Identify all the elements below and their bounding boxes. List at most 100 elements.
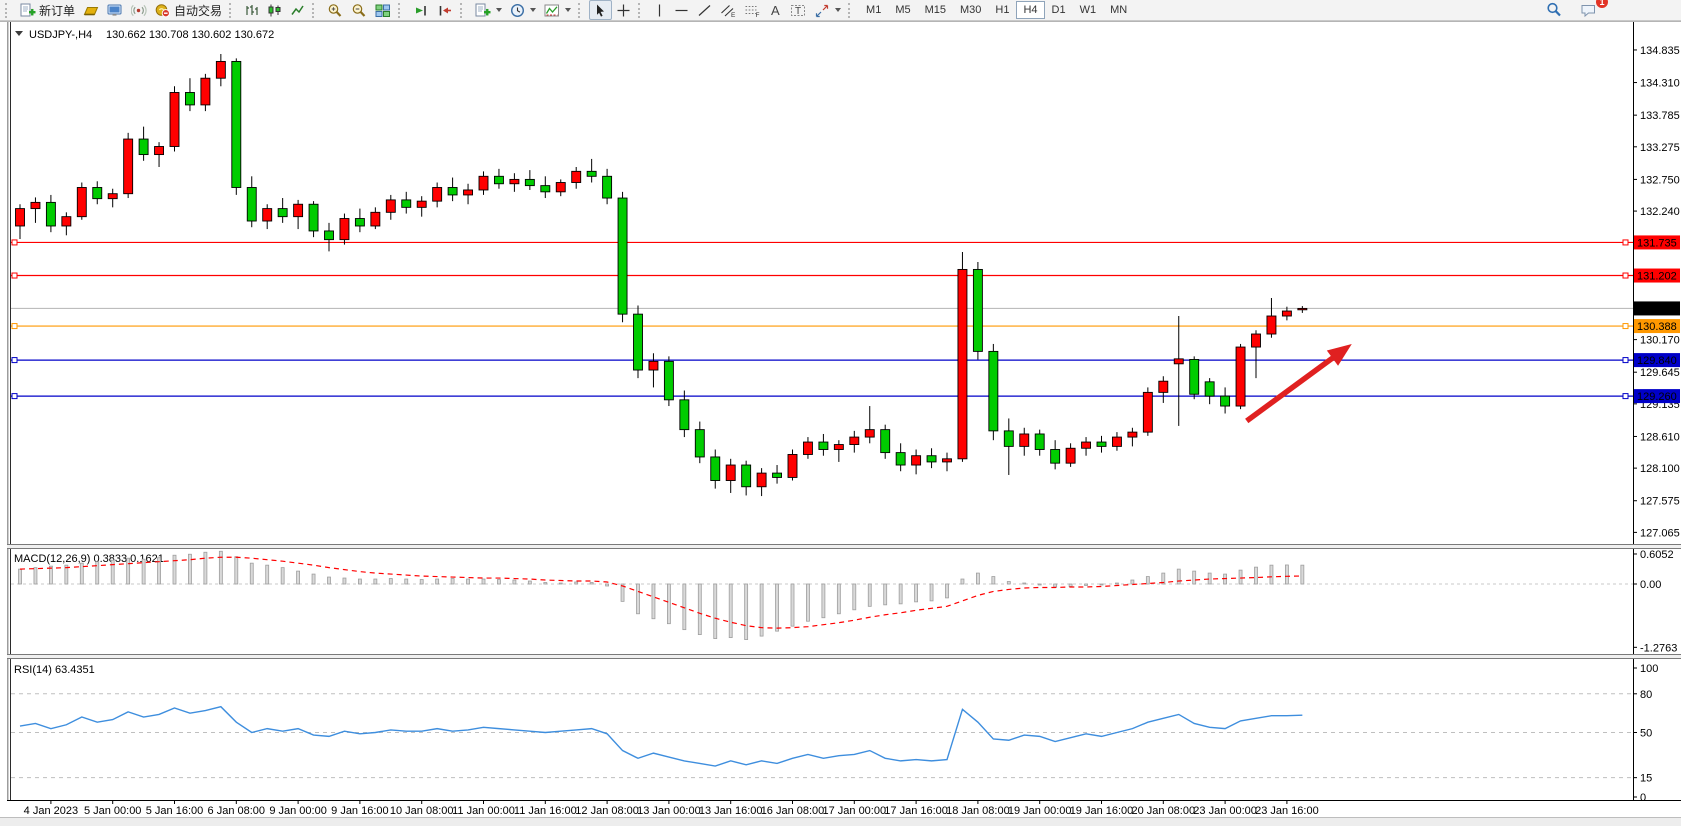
search-button[interactable] bbox=[1542, 0, 1566, 20]
text-tool-button[interactable]: A bbox=[764, 0, 786, 20]
collapse-chart-icon[interactable] bbox=[15, 31, 23, 36]
macd-tick-label: 0.6052 bbox=[1640, 549, 1674, 561]
timeframe-h1-button[interactable]: H1 bbox=[995, 4, 1010, 16]
time-tick-label: 17 Jan 00:00 bbox=[822, 805, 886, 817]
horizontal-line-tool-button[interactable] bbox=[670, 0, 693, 20]
auto-scroll-icon bbox=[416, 5, 426, 15]
line-handle[interactable] bbox=[11, 357, 18, 364]
price-tick-label: 127.065 bbox=[1640, 527, 1680, 539]
new-order-icon bbox=[20, 3, 36, 16]
crosshair-tool-button[interactable] bbox=[612, 0, 635, 20]
text-label-icon: T bbox=[791, 4, 806, 17]
time-tick-label: 6 Jan 08:00 bbox=[208, 805, 266, 817]
cursor-tool-button[interactable] bbox=[589, 0, 613, 20]
price-tick-label: 128.610 bbox=[1640, 431, 1680, 443]
trend-arrow-head[interactable] bbox=[1326, 343, 1352, 366]
candle bbox=[1173, 358, 1184, 365]
terminal-button[interactable] bbox=[103, 0, 127, 20]
chart-bars-button[interactable] bbox=[240, 0, 263, 20]
panel-splitter[interactable] bbox=[7, 655, 1681, 658]
toolbar-grip[interactable] bbox=[312, 2, 320, 18]
timeframe-m15-button[interactable]: M15 bbox=[924, 4, 946, 16]
line-handle[interactable] bbox=[1622, 272, 1629, 279]
macd-histogram-bar bbox=[188, 553, 192, 585]
toolbar-grip[interactable] bbox=[638, 2, 646, 18]
trendline-tool-button[interactable] bbox=[693, 0, 716, 20]
candle bbox=[1096, 441, 1107, 447]
candle bbox=[663, 360, 674, 401]
toolbar-grip[interactable] bbox=[578, 2, 586, 18]
toolbar-grip[interactable] bbox=[229, 2, 237, 18]
macd-histogram-bar bbox=[126, 557, 131, 585]
auto-scroll-button[interactable] bbox=[409, 0, 433, 20]
chart-candles-button[interactable] bbox=[263, 0, 286, 20]
macd-histogram-bar bbox=[466, 578, 470, 585]
chat-icon bbox=[1581, 4, 1595, 17]
line-handle[interactable] bbox=[11, 393, 18, 400]
vertical-line-tool-button[interactable] bbox=[649, 0, 670, 20]
line-handle[interactable] bbox=[1622, 357, 1629, 364]
line-handle[interactable] bbox=[1622, 239, 1629, 246]
macd-histogram-bar bbox=[821, 583, 826, 619]
arrows-tool-button[interactable] bbox=[810, 0, 845, 20]
timeframe-w1-button[interactable]: W1 bbox=[1079, 4, 1097, 16]
candle bbox=[1281, 310, 1292, 317]
status-strip bbox=[0, 818, 1681, 826]
signals-button[interactable] bbox=[127, 0, 151, 20]
line-handle[interactable] bbox=[11, 239, 18, 246]
candle bbox=[1251, 333, 1261, 348]
time-tick-label: 18 Jan 08:00 bbox=[946, 805, 1010, 817]
time-tick-label: 12 Jan 08:00 bbox=[575, 805, 639, 817]
macd-histogram-bar bbox=[373, 578, 378, 585]
toolbar-grip[interactable] bbox=[398, 2, 406, 18]
timeframe-m1-button[interactable]: M1 bbox=[866, 4, 882, 16]
line-handle[interactable] bbox=[1622, 393, 1629, 400]
timeframe-d1-button[interactable]: D1 bbox=[1051, 4, 1066, 16]
notifications-button[interactable]: 1 bbox=[1576, 0, 1608, 20]
auto-trading-icon bbox=[155, 3, 170, 17]
macd-histogram-bar bbox=[33, 567, 38, 585]
zoom-in-button[interactable] bbox=[323, 0, 347, 20]
auto-trading-button[interactable]: 自动交易 bbox=[151, 0, 226, 20]
candle bbox=[324, 230, 334, 241]
line-handle[interactable] bbox=[11, 272, 18, 279]
new-order-button[interactable]: 新订单 bbox=[16, 0, 79, 20]
macd-histogram-bar bbox=[898, 583, 903, 605]
timeframe-mn-button[interactable]: MN bbox=[1110, 4, 1128, 16]
line-handle[interactable] bbox=[1622, 323, 1629, 330]
toolbar-grip[interactable] bbox=[460, 2, 468, 18]
candle bbox=[463, 189, 473, 196]
tile-windows-button[interactable] bbox=[371, 0, 395, 20]
chevron-down-icon bbox=[496, 8, 503, 12]
timeframe-m5-button[interactable]: M5 bbox=[895, 4, 911, 16]
line-handle[interactable] bbox=[11, 323, 18, 330]
trend-arrow-shaft[interactable] bbox=[1245, 354, 1336, 424]
macd-histogram-bar bbox=[1068, 583, 1073, 587]
new-chart-icon bbox=[475, 3, 491, 16]
candle bbox=[1158, 380, 1169, 393]
candle bbox=[1220, 395, 1231, 407]
toolbar-grip[interactable] bbox=[848, 2, 856, 18]
fibonacci-tool-button[interactable]: F bbox=[740, 0, 764, 20]
timeframe-m30-button[interactable]: M30 bbox=[960, 4, 982, 16]
candle bbox=[293, 203, 304, 218]
chart-shift-button[interactable] bbox=[433, 0, 457, 20]
toolbar-grip[interactable] bbox=[5, 2, 13, 18]
panel-splitter[interactable] bbox=[7, 545, 1681, 548]
macd-histogram-bar bbox=[388, 578, 393, 585]
macd-histogram-bar bbox=[419, 579, 424, 585]
channel-tool-button[interactable]: E bbox=[716, 0, 740, 20]
timeframe-h4-button[interactable]: H4 bbox=[1016, 1, 1045, 19]
candle bbox=[1081, 441, 1092, 449]
indicators-button[interactable] bbox=[540, 0, 575, 20]
chart-line-button[interactable] bbox=[286, 0, 309, 20]
macd-histogram-bar bbox=[1022, 582, 1027, 585]
candle bbox=[184, 92, 195, 106]
text-label-tool-button[interactable]: T bbox=[786, 0, 810, 20]
new-chart-button[interactable] bbox=[471, 0, 506, 20]
macd-signal-line bbox=[19, 556, 1303, 629]
zoom-out-button[interactable] bbox=[347, 0, 371, 20]
profiles-button[interactable] bbox=[79, 0, 103, 20]
periods-button[interactable] bbox=[506, 0, 540, 20]
zoom-in-icon bbox=[328, 3, 342, 17]
